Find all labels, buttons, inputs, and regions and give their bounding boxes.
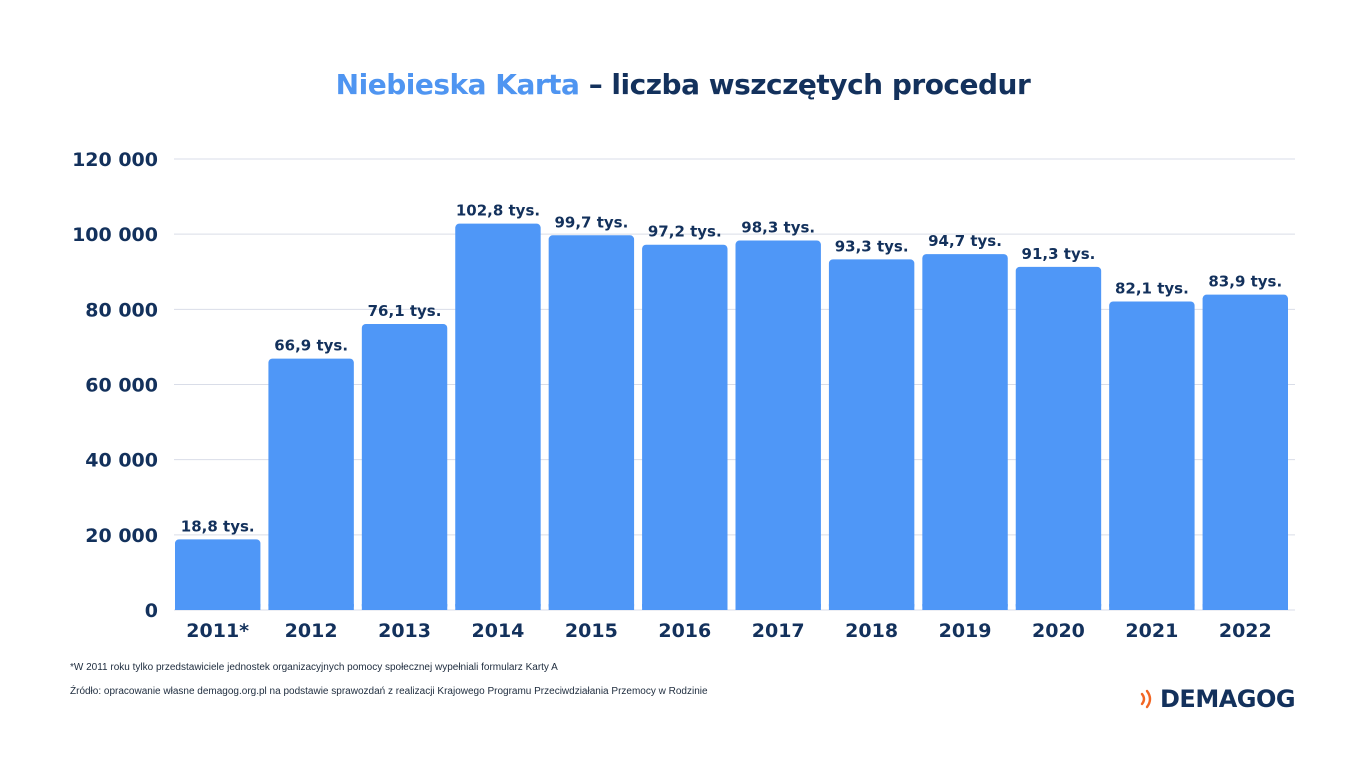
footnote-source: Źródło: opracowanie własne demagog.org.p… (70, 686, 708, 697)
x-tick-label: 2015 (565, 620, 618, 642)
title-accent: Niebieska Karta (335, 68, 580, 101)
x-tick-label: 2011* (186, 620, 249, 642)
data-label: 102,8 tys. (456, 202, 540, 220)
data-label: 76,1 tys. (368, 302, 442, 320)
bar (268, 358, 354, 610)
bar-base (268, 604, 354, 610)
bar-base (361, 604, 448, 610)
y-tick-label: 20 000 (85, 525, 158, 547)
demagog-logo: DEMAGOG (1140, 684, 1296, 714)
y-tick-label: 80 000 (85, 299, 158, 321)
data-label: 99,7 tys. (554, 213, 628, 231)
data-label: 98,3 tys. (741, 219, 815, 237)
bar-base (1109, 604, 1195, 610)
data-label: 94,7 tys. (928, 232, 1002, 250)
logo-text: DEMAGOG (1160, 685, 1296, 713)
bar (548, 235, 635, 610)
bar (735, 240, 821, 610)
data-label: 18,8 tys. (181, 517, 255, 535)
x-tick-label: 2013 (378, 620, 431, 642)
y-tick-label: 0 (145, 600, 158, 622)
y-tick-label: 100 000 (72, 224, 158, 246)
y-tick-label: 120 000 (72, 149, 158, 171)
title-rest: – liczba wszczętych procedur (588, 68, 1031, 101)
x-tick-label: 2012 (285, 620, 338, 642)
x-tick-label: 2020 (1032, 620, 1085, 642)
bar (455, 223, 541, 611)
bar-base (175, 604, 261, 610)
y-tick-label: 60 000 (85, 375, 158, 397)
data-label: 82,1 tys. (1115, 279, 1189, 297)
sound-waves-icon (1140, 689, 1152, 709)
bar (642, 244, 728, 610)
bar-base (455, 604, 541, 610)
bar (1202, 294, 1288, 610)
y-tick-label: 40 000 (85, 450, 158, 472)
bar-base (1015, 604, 1102, 610)
data-label: 97,2 tys. (648, 223, 722, 241)
data-label: 91,3 tys. (1022, 245, 1096, 263)
data-label: 93,3 tys. (835, 237, 909, 255)
bar (175, 539, 261, 610)
bar-base (548, 604, 635, 610)
x-tick-label: 2022 (1219, 620, 1272, 642)
bar-base (828, 604, 915, 610)
bar-base (642, 604, 728, 610)
chart-title: Niebieska Karta – liczba wszczętych proc… (0, 68, 1366, 101)
bar-base (922, 604, 1008, 610)
x-tick-label: 2018 (845, 620, 898, 642)
bar (1015, 266, 1102, 610)
x-tick-label: 2019 (939, 620, 992, 642)
bar-base (735, 604, 821, 610)
bar (922, 254, 1008, 611)
footnote-note: *W 2011 roku tylko przedstawiciele jedno… (70, 662, 558, 673)
x-tick-label: 2021 (1125, 620, 1178, 642)
data-label: 66,9 tys. (274, 337, 348, 355)
data-label: 83,9 tys. (1208, 273, 1282, 291)
x-tick-label: 2017 (752, 620, 805, 642)
x-tick-label: 2016 (658, 620, 711, 642)
bar (361, 323, 448, 610)
bar (828, 259, 915, 610)
bar-base (1202, 604, 1288, 610)
bar (1109, 301, 1195, 610)
x-tick-label: 2014 (472, 620, 525, 642)
